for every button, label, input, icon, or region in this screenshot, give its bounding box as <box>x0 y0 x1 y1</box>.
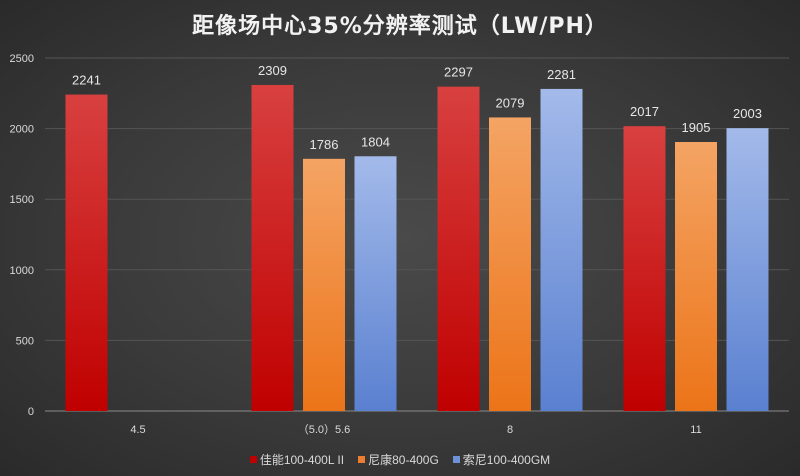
bar <box>251 84 294 411</box>
legend-swatch <box>249 456 257 463</box>
bar <box>540 88 583 412</box>
data-label: 2003 <box>733 106 762 121</box>
bar <box>65 94 108 411</box>
data-label: 2241 <box>72 73 101 88</box>
bar <box>675 142 717 411</box>
bar <box>303 158 345 411</box>
bar <box>623 126 666 412</box>
legend: 佳能100-400L II 尼康80-400G 索尼100-400GM <box>0 451 800 468</box>
y-tick-label: 2500 <box>10 53 34 65</box>
legend-swatch <box>358 456 366 463</box>
y-tick-label: 2000 <box>10 124 34 136</box>
legend-item-canon: 佳能100-400L II <box>249 451 345 468</box>
chart-title: 距像场中心35%分辨率测试（LW/PH） <box>192 14 608 39</box>
bar <box>354 156 397 411</box>
data-label: 2309 <box>258 63 287 78</box>
data-label: 2281 <box>547 67 576 82</box>
bar <box>437 86 480 411</box>
x-tick-label: （5.0）5.6 <box>298 423 351 436</box>
legend-swatch <box>452 456 460 463</box>
y-tick-label: 1500 <box>10 194 34 206</box>
x-tick-label: 4.5 <box>130 424 145 436</box>
y-tick-label: 1000 <box>10 265 34 277</box>
x-tick-label: 8 <box>507 424 513 436</box>
bar <box>726 128 769 412</box>
legend-item-sony: 索尼100-400GM <box>452 451 551 468</box>
y-tick-label: 500 <box>16 335 34 347</box>
legend-label: 佳能100-400L II <box>259 453 345 467</box>
data-label: 1786 <box>310 137 339 152</box>
data-label: 1905 <box>682 120 711 135</box>
data-label: 2297 <box>444 65 473 80</box>
bar <box>489 117 531 412</box>
legend-item-nikon: 尼康80-400G <box>358 451 439 468</box>
y-tick-label: 0 <box>28 406 34 418</box>
x-tick-label: 11 <box>690 424 701 436</box>
data-label: 1804 <box>361 134 390 149</box>
data-label: 2079 <box>496 95 525 110</box>
legend-label: 尼康80-400G <box>368 453 439 467</box>
data-label: 2017 <box>630 104 659 119</box>
legend-label: 索尼100-400GM <box>462 453 551 467</box>
